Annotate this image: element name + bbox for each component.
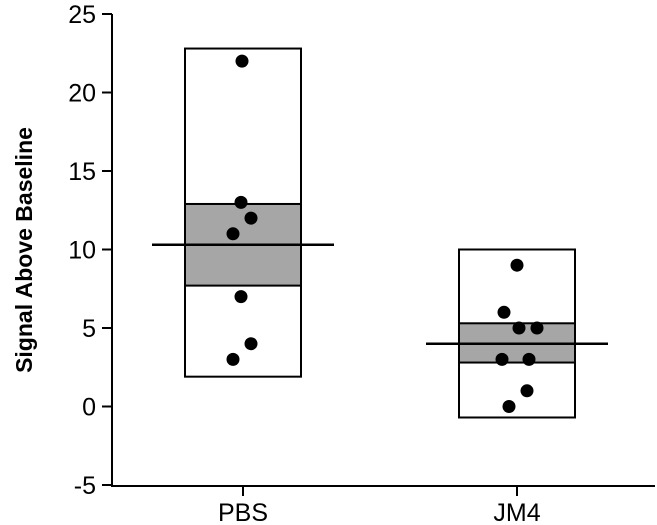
y-tick-label: -5: [74, 472, 96, 500]
data-point-jm4: [495, 352, 509, 366]
data-point-pbs: [244, 337, 258, 351]
data-point-jm4: [530, 321, 544, 335]
data-point-jm4: [510, 258, 524, 272]
data-point-jm4: [502, 400, 516, 413]
x-ticks: PBS JM4: [218, 486, 541, 525]
y-tick-label: 0: [82, 394, 96, 422]
data-point-pbs: [235, 54, 249, 68]
data-point-pbs: [244, 211, 258, 225]
data-point-jm4: [512, 321, 526, 335]
data-point-jm4: [522, 352, 536, 366]
y-tick-label: 10: [68, 237, 96, 265]
y-tick-label: 20: [68, 80, 96, 108]
x-tick-label-pbs: PBS: [218, 499, 268, 525]
data-point-pbs: [234, 195, 248, 209]
data-point-jm4: [497, 305, 511, 319]
y-tick-label: 5: [82, 315, 96, 343]
x-tick-label-jm4: JM4: [493, 499, 540, 525]
plot-area: [152, 47, 608, 419]
data-point-jm4: [520, 384, 534, 398]
y-axis-title: Signal Above Baseline: [11, 127, 37, 373]
data-point-pbs: [234, 290, 248, 304]
data-point-pbs: [226, 352, 240, 366]
data-point-pbs: [226, 227, 240, 241]
y-tick-label: 25: [68, 1, 96, 29]
y-tick-label: 15: [68, 158, 96, 186]
y-ticks: -5 0 5 10 15 20 25: [68, 1, 112, 500]
